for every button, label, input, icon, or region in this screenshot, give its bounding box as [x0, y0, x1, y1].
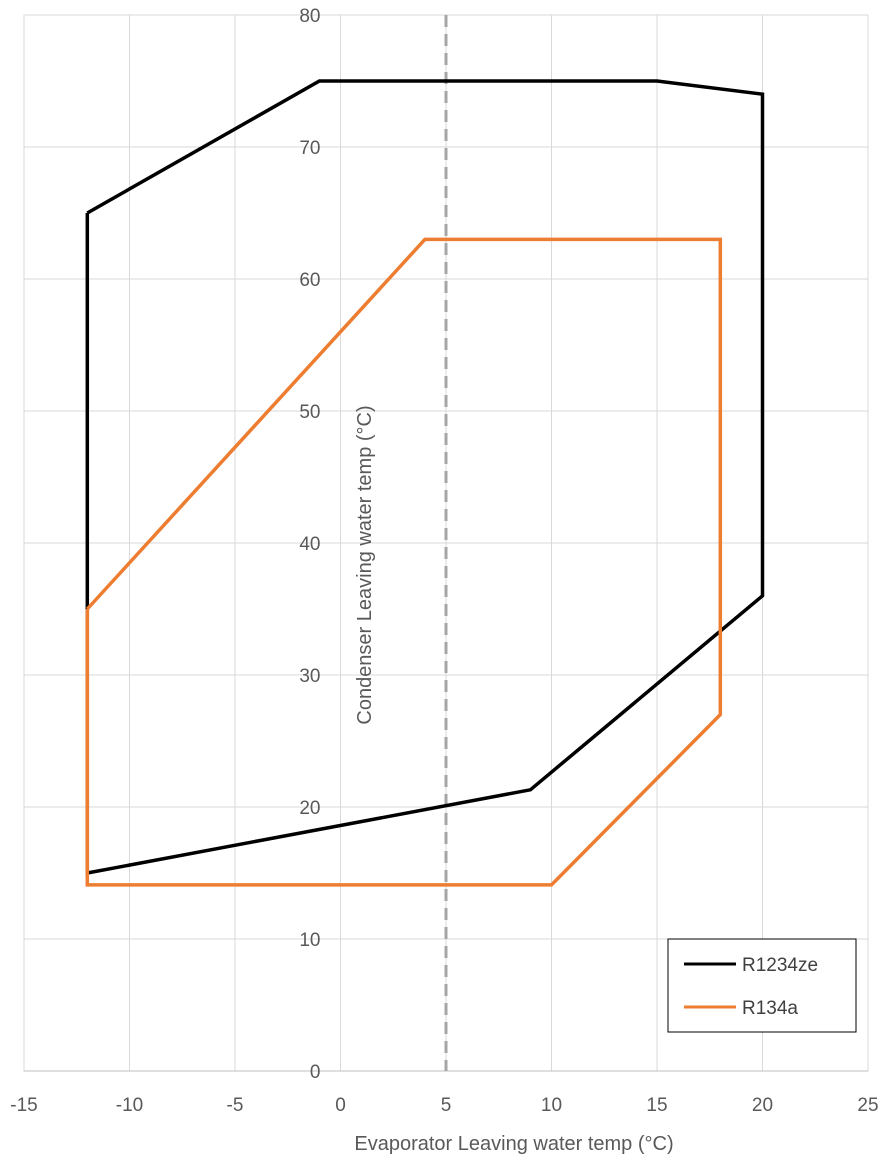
x-tick-label: 25: [857, 1095, 878, 1116]
y-tick-label: 40: [299, 534, 320, 555]
y-axis-title: Condenser Leaving water temp (°C): [354, 405, 376, 724]
x-tick-label: 20: [752, 1095, 773, 1116]
y-tick-label: 20: [299, 798, 320, 819]
legend-label-r1234ze: R1234ze: [742, 955, 818, 976]
x-axis-title: Evaporator Leaving water temp (°C): [354, 1133, 673, 1155]
series-layer: [85, 79, 765, 887]
y-tick-label: 70: [299, 138, 320, 159]
x-tick-label: 15: [646, 1095, 667, 1116]
legend-label-r134a: R134a: [742, 998, 798, 1019]
x-tick-label: -15: [10, 1095, 37, 1116]
series-line-r134a: [85, 237, 723, 887]
x-tick-label: 5: [441, 1095, 452, 1116]
y-tick-label: 30: [299, 666, 320, 687]
y-tick-label: 60: [299, 270, 320, 291]
legend: R1234ze R134a: [667, 938, 857, 1033]
series-line-r1234ze: [85, 79, 765, 876]
legend-box: [667, 938, 857, 1033]
y-tick-label: 0: [310, 1062, 321, 1083]
y-tick-label: 10: [299, 930, 320, 951]
y-tick-label: 80: [299, 6, 320, 27]
x-tick-label: 0: [335, 1095, 346, 1116]
tick-labels: -15 -10 -5 0 5 10 15 20 25 0 10 20 30 40 50 60 70 80: [10, 6, 878, 1116]
x-tick-label: -10: [116, 1095, 143, 1116]
x-tick-label: 10: [541, 1095, 562, 1116]
y-tick-label: 50: [299, 402, 320, 423]
x-tick-label: -5: [227, 1095, 244, 1116]
